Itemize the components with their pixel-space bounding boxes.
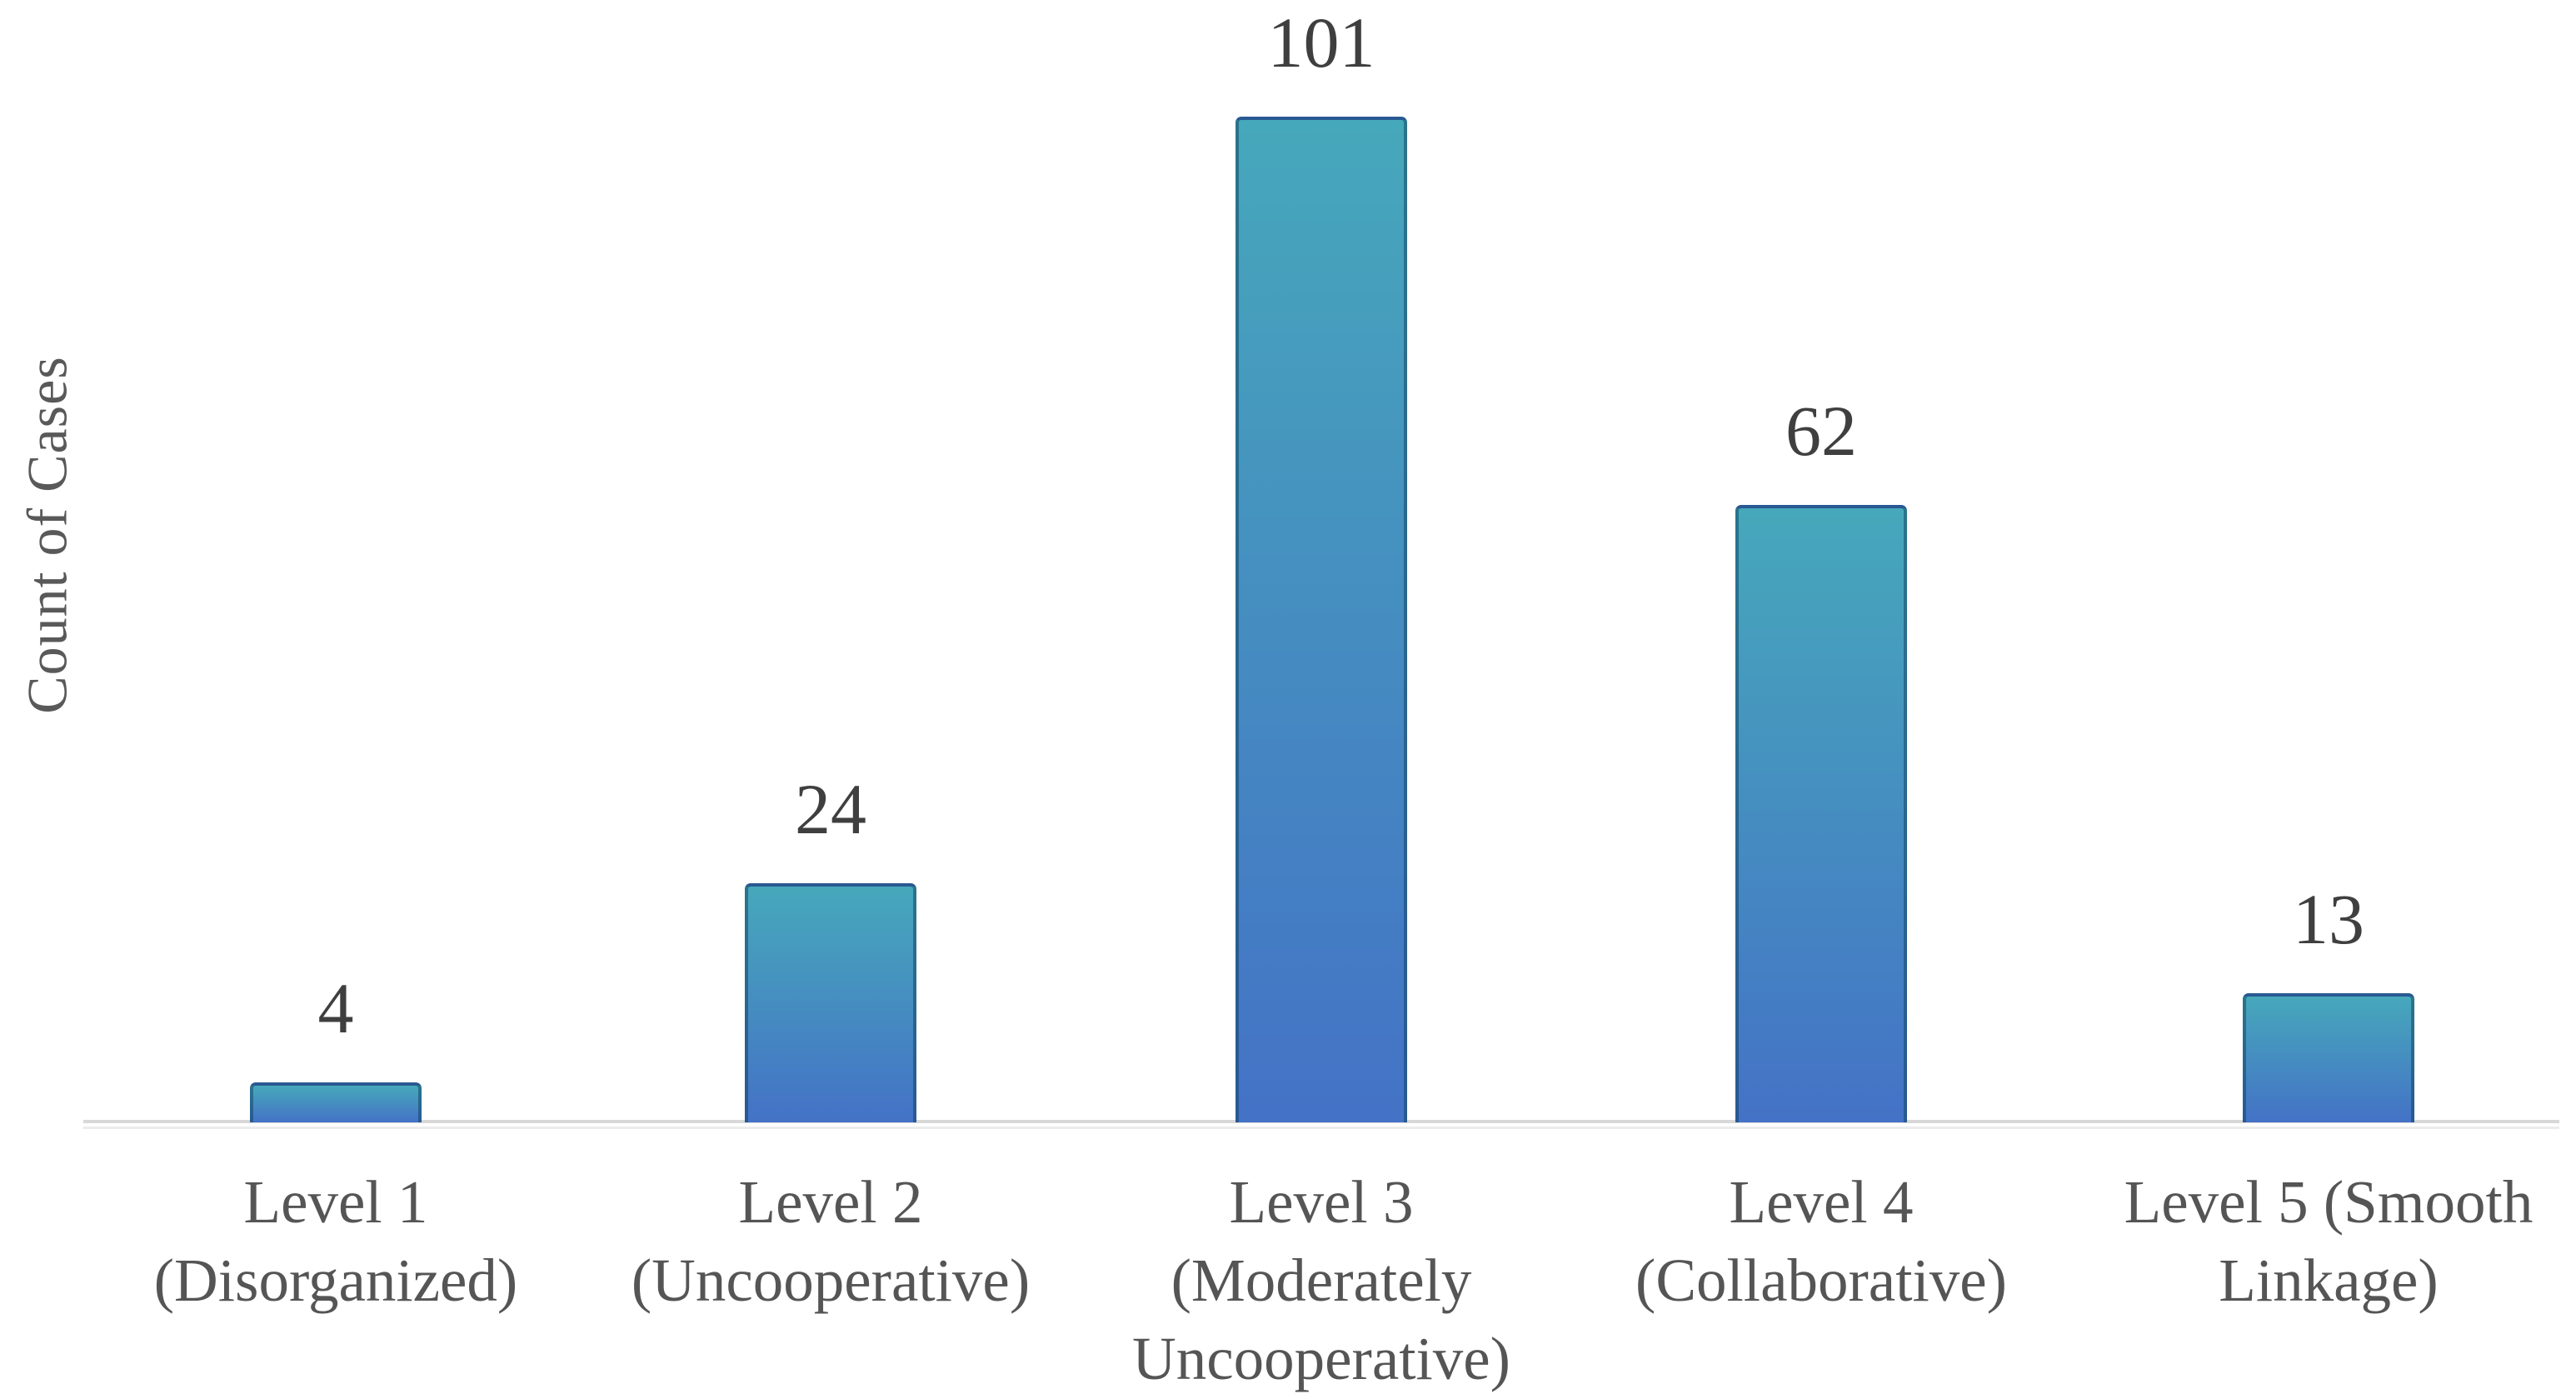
- bar-value-label: 62: [1785, 391, 1857, 471]
- bar-rect: [1236, 117, 1407, 1122]
- category-label: Level 3 (Moderately Uncooperative): [1131, 1168, 1510, 1393]
- y-axis-title: Count of Cases: [15, 356, 79, 714]
- bar-rect: [745, 883, 916, 1122]
- bar-rect: [1735, 505, 1907, 1122]
- category-label: Level 5 (Smooth Linkage): [2124, 1168, 2534, 1315]
- bar-rect: [2243, 993, 2414, 1122]
- bar-rect: [250, 1082, 422, 1122]
- category-label: Level 2 (Uncooperative): [631, 1168, 1031, 1315]
- bar-value-label: 24: [795, 769, 866, 849]
- category-label: Level 4 (Collaborative): [1635, 1168, 2007, 1315]
- x-axis-line-shadow: [83, 1127, 2559, 1129]
- bar-value-label: 101: [1267, 2, 1375, 82]
- category-label: Level 1 (Disorganized): [153, 1168, 518, 1315]
- bar-value-label: 4: [317, 968, 354, 1048]
- bar-value-label: 13: [2293, 879, 2364, 959]
